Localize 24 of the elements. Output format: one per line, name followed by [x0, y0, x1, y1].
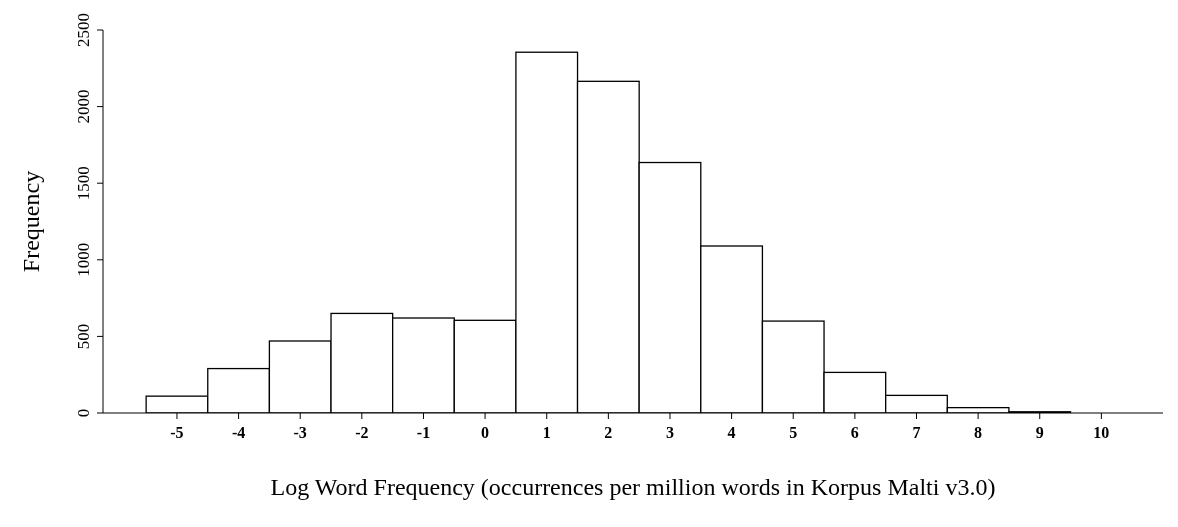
x-tick-label: 10: [1093, 424, 1110, 442]
x-tick-label: 7: [912, 424, 921, 442]
y-axis-title: Frequency: [17, 170, 44, 273]
y-tick-label: 1500: [74, 166, 93, 201]
x-tick-label: 0: [481, 424, 490, 442]
x-tick-label: 4: [727, 424, 736, 442]
x-tick-label: 5: [789, 424, 798, 442]
x-tick-label: 1: [542, 424, 551, 442]
x-axis-title: Log Word Frequency (occurrences per million words in Korpus Malti v3.0): [270, 474, 996, 500]
y-tick-label: 2000: [74, 89, 93, 124]
y-tick-label: 2500: [74, 13, 93, 47]
x-tick-label: 2: [604, 424, 613, 442]
x-tick-label: 8: [974, 424, 983, 442]
x-tick-label: -4: [231, 424, 246, 442]
x-tick-label: -5: [170, 424, 184, 442]
y-tick-label: 1000: [74, 242, 93, 277]
x-tick-label: 6: [850, 424, 859, 442]
y-tick-label: 500: [74, 323, 93, 350]
x-tick-label: -1: [416, 424, 431, 442]
x-tick-label: -2: [355, 424, 369, 442]
x-tick-label: -3: [293, 424, 307, 442]
x-tick-label: 9: [1035, 424, 1044, 442]
x-tick-label: 3: [665, 424, 674, 442]
y-tick-label: 0: [74, 408, 93, 418]
